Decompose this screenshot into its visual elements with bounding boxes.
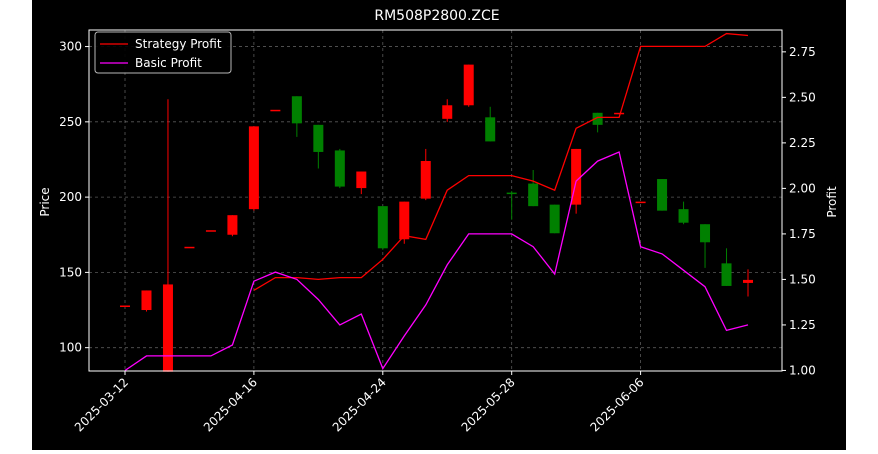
candle-body	[635, 201, 646, 204]
x-tick-label: 2025-06-06	[587, 375, 646, 434]
candle-body	[721, 263, 732, 286]
candle-body	[592, 112, 603, 125]
candle-body	[528, 183, 539, 207]
right-tick-label: 1.25	[789, 318, 816, 332]
x-tick-label: 2025-04-24	[330, 375, 389, 434]
right-tick-label: 1.00	[789, 363, 816, 377]
basic-profit-line	[124, 151, 749, 372]
right-tick-label: 1.50	[789, 272, 816, 286]
candle-body	[377, 206, 388, 249]
candle-body	[313, 124, 324, 152]
right-axis-label: Profit	[825, 186, 839, 218]
profit-lines	[124, 32, 749, 372]
x-tick-label: 2025-03-12	[72, 375, 131, 434]
left-axis-label: Price	[38, 187, 52, 216]
candle-body	[678, 209, 689, 223]
legend-box	[94, 31, 232, 74]
candle-body	[141, 290, 152, 311]
figure: 100 150 200 250 300 1.00 1.25 1.50 1.75 2.00 2.25…	[32, 0, 846, 450]
candle-body	[270, 109, 281, 112]
chart-svg: 100 150 200 250 300 1.00 1.25 1.50 1.75 2.00 2.25…	[38, 8, 839, 434]
candle-body	[549, 204, 560, 234]
right-tick-label: 2.25	[789, 136, 816, 150]
candle-body	[291, 96, 302, 124]
candle-body	[205, 230, 216, 232]
candle-body	[463, 64, 474, 106]
right-tick-label: 2.00	[789, 181, 816, 195]
chart-title: RM508P2800.ZCE	[374, 8, 499, 24]
candle-body	[420, 160, 431, 199]
legend-strategy-label: Strategy Profit	[135, 37, 222, 51]
left-tick-label: 300	[59, 40, 82, 54]
left-tick-label: 150	[59, 265, 82, 279]
legend-basic-label: Basic Profit	[135, 56, 202, 70]
candle-body	[485, 117, 496, 142]
candle-body	[120, 305, 130, 308]
left-tick-label: 250	[59, 115, 82, 129]
candle-body	[506, 192, 517, 195]
left-axis-ticks: 100 150 200 250 300	[59, 40, 89, 355]
left-tick-label: 100	[59, 341, 82, 355]
candle-body	[334, 150, 345, 187]
left-tick-label: 200	[59, 190, 82, 204]
grid	[89, 30, 782, 371]
candle-body	[162, 284, 173, 372]
strategy-profit-line	[253, 32, 749, 291]
candle-body	[700, 224, 711, 243]
candle-body	[657, 179, 668, 211]
right-tick-label: 2.75	[789, 45, 816, 59]
candle-body	[614, 112, 625, 115]
candle-body	[184, 246, 195, 249]
candles	[120, 64, 753, 372]
candle-body	[356, 171, 367, 189]
x-axis-ticks: 2025-03-12 2025-04-16 2025-04-24 2025-05-28…	[72, 371, 647, 434]
candle-body	[227, 215, 238, 235]
candle-body	[571, 148, 582, 205]
candle-body	[743, 279, 753, 283]
plot-frame	[88, 29, 783, 372]
x-tick-label: 2025-05-28	[459, 375, 518, 434]
legend: Strategy Profit Basic Profit	[94, 31, 232, 74]
right-axis-ticks: 1.00 1.25 1.50 1.75 2.00 2.25 2.50 2.75	[782, 45, 816, 377]
x-tick-label: 2025-04-16	[201, 375, 260, 434]
candle-body	[399, 201, 410, 240]
candle-body	[442, 105, 453, 119]
right-tick-label: 1.75	[789, 227, 816, 241]
right-tick-label: 2.50	[789, 90, 816, 104]
candle-body	[248, 126, 259, 210]
